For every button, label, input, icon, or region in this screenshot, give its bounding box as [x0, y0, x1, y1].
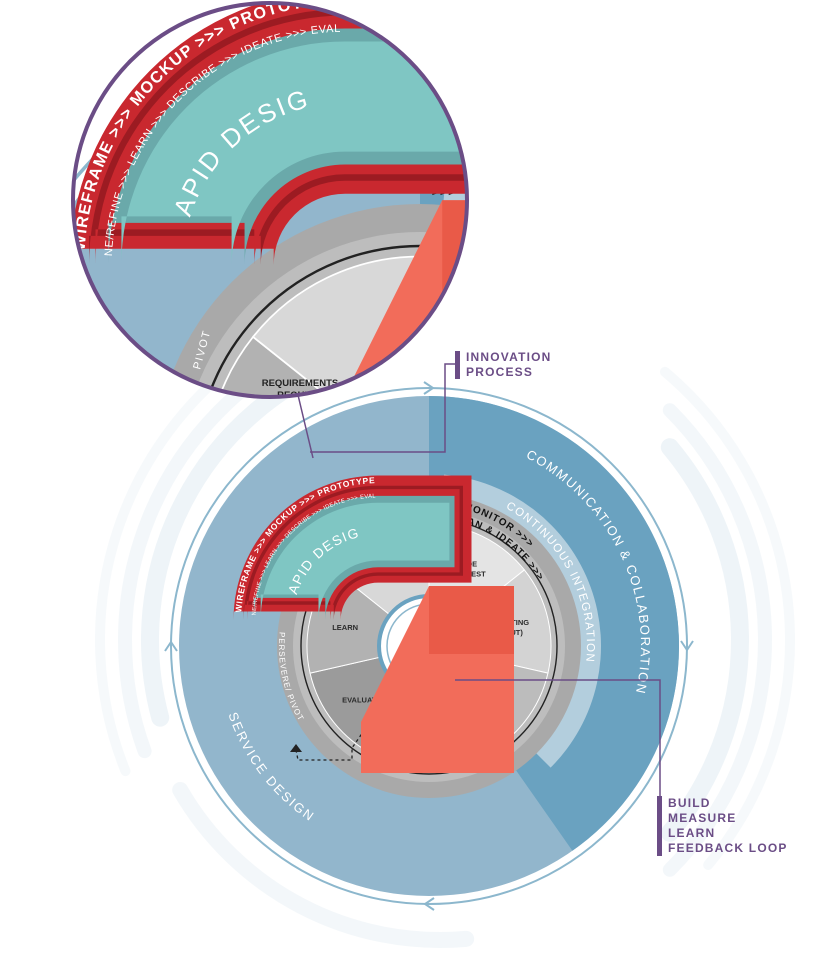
feedback-leader — [455, 679, 661, 798]
zoom-content: >>>COUNITREQUIREMENTSREQUEPIVOT>>> WIREF… — [73, 3, 467, 401]
zoom-detail: >>>COUNITREQUIREMENTSREQUEPIVOT>>> WIREF… — [71, 1, 469, 401]
innovation-callout: INNOVATION PROCESS — [466, 350, 552, 380]
segment-label: EVALUATE — [342, 696, 381, 705]
innovation-callout-bar — [455, 351, 460, 379]
zoom-fragment-req: REQUIREMENTS — [262, 378, 339, 389]
loop-arrow — [164, 640, 178, 652]
feedback-callout-bar — [657, 796, 662, 856]
zoom-lens-border — [71, 1, 469, 399]
innovation-callout-line-2: PROCESS — [466, 365, 534, 379]
main-cycle: CODEUNIT TESTTESTING(SUT)RELEASEMEASUREE… — [164, 381, 694, 911]
rapid-core — [121, 41, 467, 265]
service-design-ring — [73, 32, 467, 397]
pivot-arrow — [295, 689, 393, 761]
zoom-leader — [297, 394, 314, 459]
rapid-core — [260, 502, 450, 620]
innovation-callout-line-1: INNOVATION — [466, 350, 552, 364]
loop-arrow — [423, 897, 435, 911]
loop-arrow — [680, 640, 694, 652]
segment-label: LEARN — [332, 623, 358, 632]
feedback-callout-line-1: BUILD — [668, 796, 711, 810]
cycle-segment — [205, 335, 356, 397]
feedback-callout: BUILD MEASURE LEARN FEEDBACK LOOP — [668, 796, 788, 856]
feedback-callout-line-3: LEARN — [668, 826, 716, 840]
innovation-leader — [310, 363, 455, 453]
feedback-callout-line-2: MEASURE — [668, 811, 737, 825]
zoom-fragment-reque: REQUE — [277, 390, 311, 401]
loop-arrow — [423, 381, 435, 395]
feedback-callout-line-4: FEEDBACK LOOP — [668, 841, 788, 855]
continuous-integration-ring — [442, 474, 601, 768]
outer-guide-ring — [170, 387, 688, 905]
